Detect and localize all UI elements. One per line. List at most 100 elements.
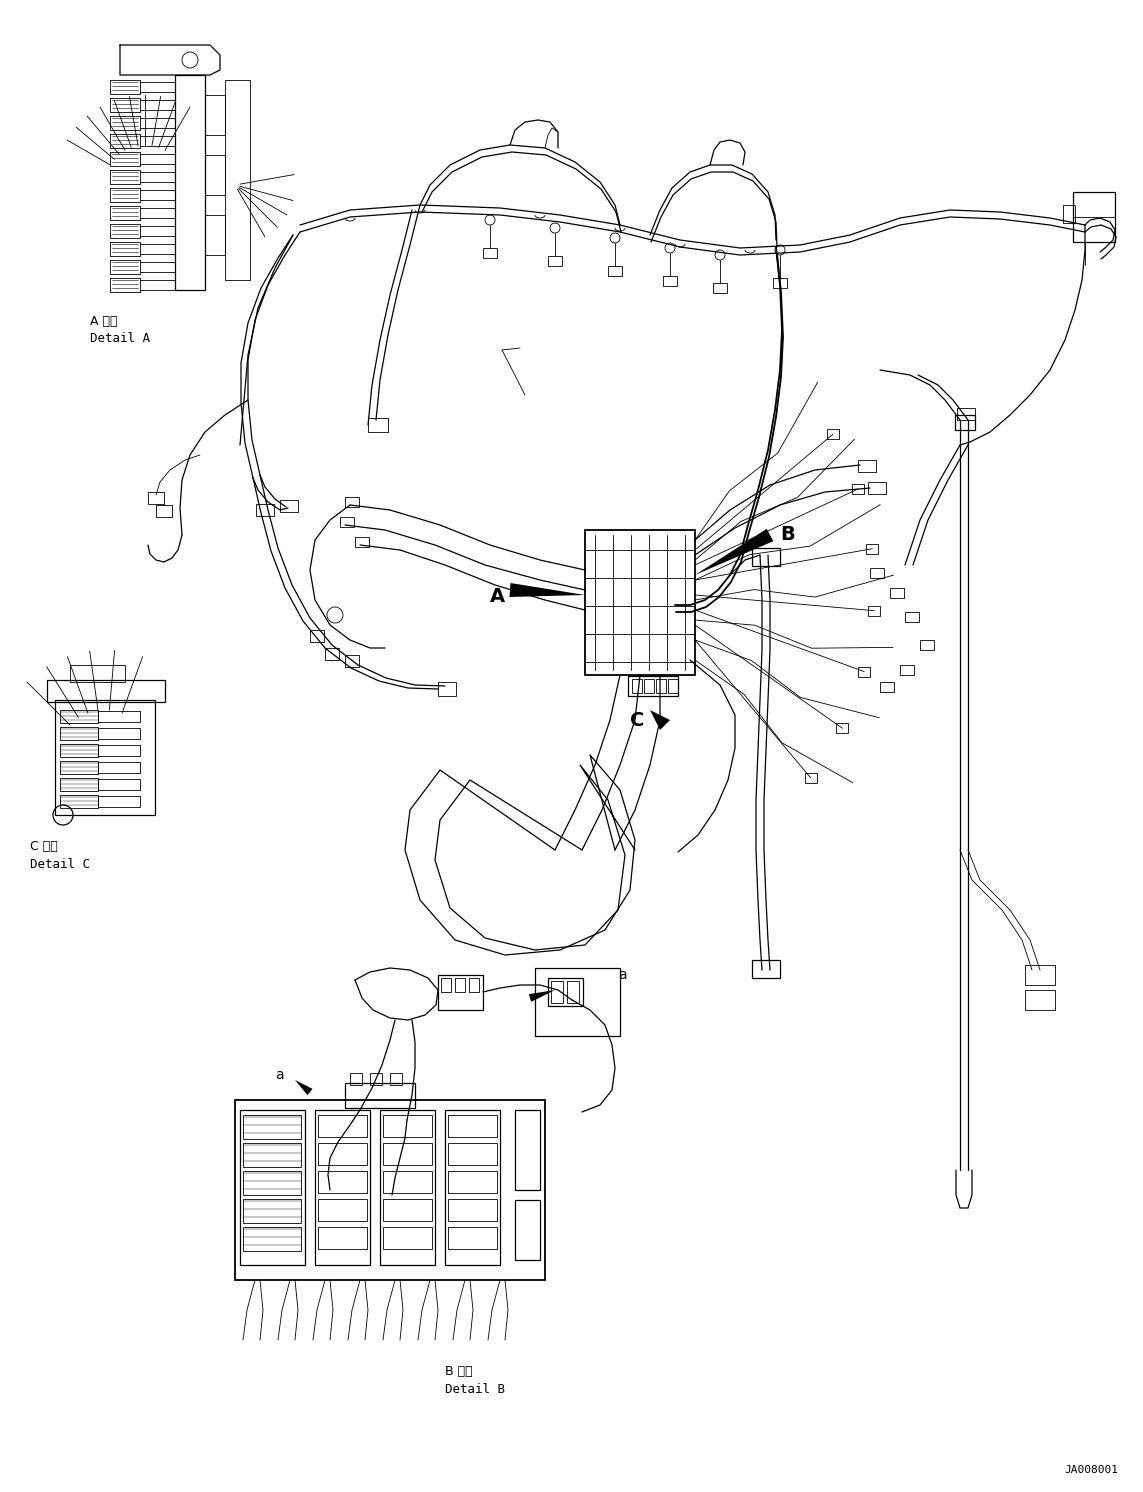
Text: A: A (490, 588, 505, 607)
Bar (713, 283, 727, 292)
Bar (310, 630, 323, 642)
Bar (98, 745, 139, 756)
Bar (441, 977, 451, 992)
Polygon shape (510, 583, 585, 597)
Bar (59, 710, 98, 724)
Bar (547, 257, 562, 266)
Bar (469, 977, 479, 992)
Text: C: C (630, 710, 645, 730)
Bar (390, 1073, 402, 1085)
Text: Detail C: Detail C (30, 858, 90, 871)
Bar (515, 1200, 539, 1261)
Bar (656, 679, 666, 692)
Bar (383, 1171, 432, 1194)
Bar (55, 700, 155, 815)
Bar (858, 667, 870, 676)
Bar (205, 215, 225, 255)
Bar (243, 1143, 301, 1167)
Polygon shape (529, 991, 555, 1001)
Bar (155, 504, 171, 518)
Bar (345, 1083, 415, 1109)
Bar (957, 407, 975, 421)
Bar (355, 537, 369, 548)
Bar (868, 482, 886, 494)
Bar (773, 278, 788, 288)
Bar (515, 1110, 539, 1191)
Bar (205, 155, 225, 195)
Text: a: a (275, 1068, 283, 1082)
Bar (632, 679, 642, 692)
Polygon shape (650, 710, 670, 730)
Bar (383, 1143, 432, 1165)
Bar (1063, 204, 1076, 222)
Bar (585, 530, 695, 674)
Bar (445, 1110, 499, 1265)
Bar (383, 1226, 432, 1249)
Bar (98, 762, 139, 773)
Bar (59, 745, 98, 756)
Bar (383, 1200, 432, 1220)
Bar (147, 492, 163, 504)
Polygon shape (295, 1080, 312, 1095)
Bar (368, 418, 387, 433)
Bar (608, 266, 622, 276)
Bar (70, 665, 125, 682)
Bar (1025, 965, 1055, 985)
Bar (644, 679, 654, 692)
Text: Detail B: Detail B (445, 1383, 505, 1397)
Bar (243, 1226, 301, 1250)
Bar (350, 1073, 362, 1085)
Bar (752, 959, 780, 977)
Text: B: B (780, 525, 794, 545)
Bar (920, 640, 934, 651)
Bar (866, 543, 878, 554)
Text: JA008001: JA008001 (1064, 1465, 1118, 1476)
Bar (318, 1226, 367, 1249)
Bar (59, 795, 98, 809)
Bar (59, 777, 98, 791)
Bar (280, 500, 298, 512)
Bar (243, 1200, 301, 1223)
Bar (826, 430, 839, 439)
Bar (438, 682, 456, 695)
Bar (567, 982, 580, 1003)
Bar (47, 680, 165, 703)
Bar (345, 655, 359, 667)
Bar (890, 588, 904, 598)
Bar (880, 682, 894, 692)
Bar (235, 1100, 545, 1280)
Bar (870, 568, 884, 577)
Bar (483, 248, 497, 258)
Bar (448, 1115, 497, 1137)
Bar (668, 679, 678, 692)
Bar (1073, 192, 1116, 242)
Bar (98, 779, 139, 789)
Text: A 詳細: A 詳細 (90, 315, 118, 328)
Bar (345, 497, 359, 507)
Bar (98, 712, 139, 722)
Bar (243, 1115, 301, 1138)
Bar (448, 1171, 497, 1194)
Bar (858, 460, 876, 471)
Bar (383, 1115, 432, 1137)
Bar (628, 676, 678, 695)
Text: Detail A: Detail A (90, 333, 150, 345)
Bar (535, 968, 620, 1035)
Bar (547, 977, 583, 1006)
Bar (318, 1171, 367, 1194)
Polygon shape (695, 528, 774, 574)
Bar (752, 548, 780, 565)
Bar (900, 665, 914, 674)
Bar (956, 415, 975, 430)
Bar (438, 974, 483, 1010)
Bar (59, 727, 98, 740)
Bar (256, 504, 274, 516)
Bar (379, 1110, 435, 1265)
Bar (318, 1200, 367, 1220)
Bar (448, 1226, 497, 1249)
Text: C 詳細: C 詳細 (30, 840, 58, 853)
Bar (837, 724, 848, 733)
Bar (315, 1110, 370, 1265)
Bar (1073, 192, 1116, 216)
Bar (455, 977, 465, 992)
